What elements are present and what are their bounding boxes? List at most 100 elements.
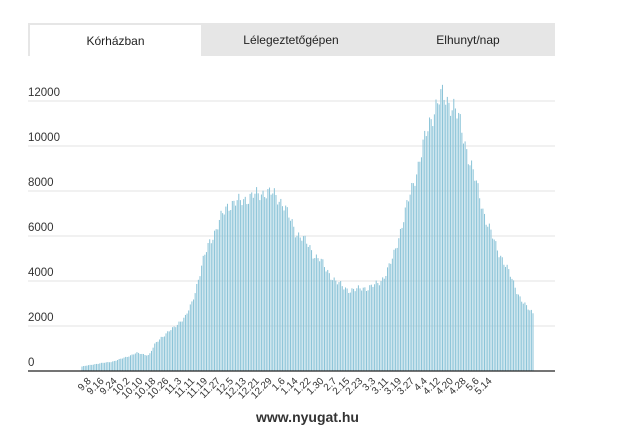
bar bbox=[354, 291, 356, 371]
bar bbox=[155, 342, 157, 371]
bar bbox=[222, 213, 224, 371]
bar bbox=[480, 208, 482, 371]
bar bbox=[365, 291, 368, 371]
bar bbox=[427, 131, 429, 371]
bar bbox=[362, 287, 364, 371]
bar bbox=[104, 362, 106, 371]
bar bbox=[314, 258, 316, 371]
bar bbox=[404, 207, 406, 371]
bar bbox=[146, 355, 148, 371]
bar bbox=[99, 363, 101, 371]
bar bbox=[446, 96, 448, 371]
bar bbox=[399, 228, 401, 371]
bar bbox=[385, 275, 387, 371]
bar-chart: 0 2000 4000 6000 8000 10000 12000 9.89.169.241… bbox=[28, 84, 555, 402]
y-tick-label: 8000 bbox=[28, 177, 54, 189]
bar bbox=[83, 366, 85, 371]
bar bbox=[120, 358, 122, 371]
bar bbox=[202, 255, 204, 371]
bar bbox=[207, 243, 209, 371]
bar bbox=[184, 314, 186, 371]
y-axis-ticks: 0 2000 4000 6000 8000 10000 12000 bbox=[28, 87, 60, 369]
bar bbox=[432, 126, 434, 371]
tab-lelegeztetogepen[interactable]: Lélegeztetőgépen bbox=[243, 32, 339, 47]
bar bbox=[121, 358, 123, 371]
x-axis-ticks: 9.89.169.2410.210.1010.1810.2611.311.111… bbox=[76, 376, 495, 402]
bar bbox=[406, 200, 408, 371]
bar bbox=[437, 103, 439, 371]
bar bbox=[367, 290, 369, 371]
bar bbox=[107, 362, 109, 371]
bar bbox=[420, 157, 422, 371]
bar bbox=[241, 205, 243, 371]
bar bbox=[157, 341, 159, 371]
bar bbox=[341, 286, 343, 371]
bar bbox=[488, 223, 490, 371]
bar bbox=[217, 229, 219, 371]
tab-korhazban[interactable]: Kórházban bbox=[30, 25, 201, 56]
bar bbox=[260, 194, 262, 371]
bar bbox=[272, 193, 274, 371]
bar bbox=[506, 264, 508, 371]
bar bbox=[239, 200, 241, 371]
bar bbox=[154, 343, 156, 371]
bar bbox=[294, 237, 296, 371]
bar bbox=[317, 258, 319, 371]
bar bbox=[349, 292, 351, 371]
bar bbox=[256, 187, 258, 371]
y-tick-label: 10000 bbox=[28, 132, 60, 144]
bar bbox=[118, 358, 120, 371]
bar bbox=[348, 293, 350, 371]
bar bbox=[108, 362, 110, 371]
bar bbox=[351, 288, 353, 371]
bar bbox=[401, 227, 403, 371]
bar bbox=[141, 353, 143, 371]
bar bbox=[285, 205, 287, 371]
bar bbox=[214, 230, 216, 371]
bar bbox=[422, 139, 424, 371]
bar bbox=[173, 326, 175, 371]
bar bbox=[456, 118, 458, 371]
bar bbox=[390, 263, 392, 371]
bar bbox=[265, 198, 267, 371]
bar bbox=[448, 102, 450, 371]
bar bbox=[500, 255, 502, 371]
bar bbox=[189, 304, 191, 371]
bar bbox=[288, 217, 290, 371]
bar bbox=[374, 284, 376, 371]
bar bbox=[522, 303, 524, 371]
tab-bar: Kórházban Lélegeztetőgépen Elhunyt/nap bbox=[28, 23, 555, 56]
bar bbox=[514, 287, 516, 371]
bar bbox=[96, 363, 98, 371]
y-tick-label: 2000 bbox=[28, 312, 54, 324]
bar bbox=[144, 355, 146, 371]
bar bbox=[511, 278, 513, 371]
tab-elhunyt-nap[interactable]: Elhunyt/nap bbox=[436, 32, 500, 47]
bar bbox=[149, 353, 151, 371]
bar bbox=[315, 254, 317, 371]
bar bbox=[212, 239, 214, 371]
bar bbox=[264, 197, 266, 371]
bar bbox=[527, 309, 529, 371]
bar bbox=[304, 235, 306, 371]
bar bbox=[338, 282, 340, 371]
bar bbox=[411, 182, 413, 371]
bar bbox=[220, 210, 222, 371]
bar bbox=[180, 321, 182, 371]
bar bbox=[293, 226, 295, 371]
bar bbox=[165, 333, 167, 371]
bar bbox=[112, 361, 114, 371]
bar bbox=[126, 357, 128, 371]
bar bbox=[521, 301, 523, 371]
bar bbox=[84, 365, 86, 371]
bar bbox=[393, 249, 395, 371]
bar bbox=[252, 197, 254, 371]
bar bbox=[133, 354, 135, 371]
bar bbox=[117, 360, 119, 371]
bar bbox=[505, 266, 507, 371]
bar bbox=[445, 104, 447, 371]
bar bbox=[113, 360, 115, 371]
bar bbox=[228, 210, 230, 371]
bar bbox=[517, 294, 519, 371]
bar bbox=[325, 271, 327, 371]
